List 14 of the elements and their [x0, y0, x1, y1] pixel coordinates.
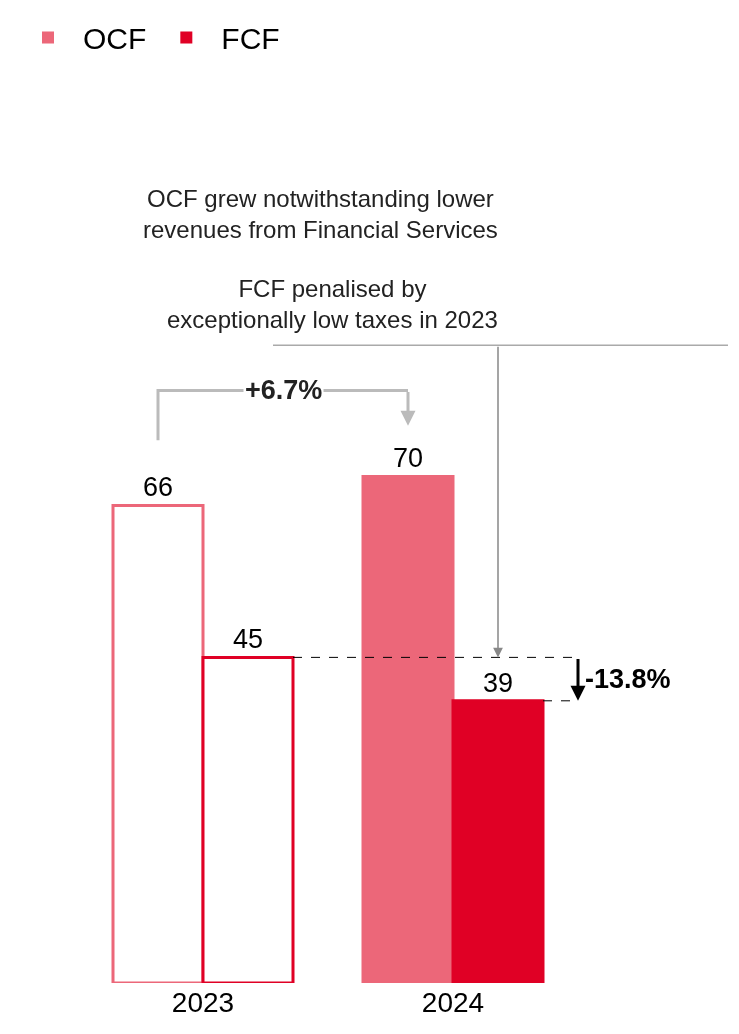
data-label: 70	[392, 443, 424, 474]
bar	[451, 699, 545, 983]
data-label: 66	[142, 472, 174, 503]
legend-label: FCF	[221, 22, 280, 56]
data-label: 45	[232, 624, 264, 655]
legend-label: OCF	[83, 22, 147, 56]
bar	[361, 474, 455, 983]
text: OCF grew notwithstanding lower revenues from Financial Services	[143, 185, 498, 244]
text: -13.8%	[585, 664, 671, 694]
data-label: 39	[482, 667, 514, 698]
text: FCF penalised by exceptionally low taxes in 2023	[167, 275, 498, 334]
x-tick-label: 2023	[171, 987, 235, 1018]
text: +6.7%	[245, 375, 323, 405]
x-tick-label: 2024	[421, 987, 485, 1018]
